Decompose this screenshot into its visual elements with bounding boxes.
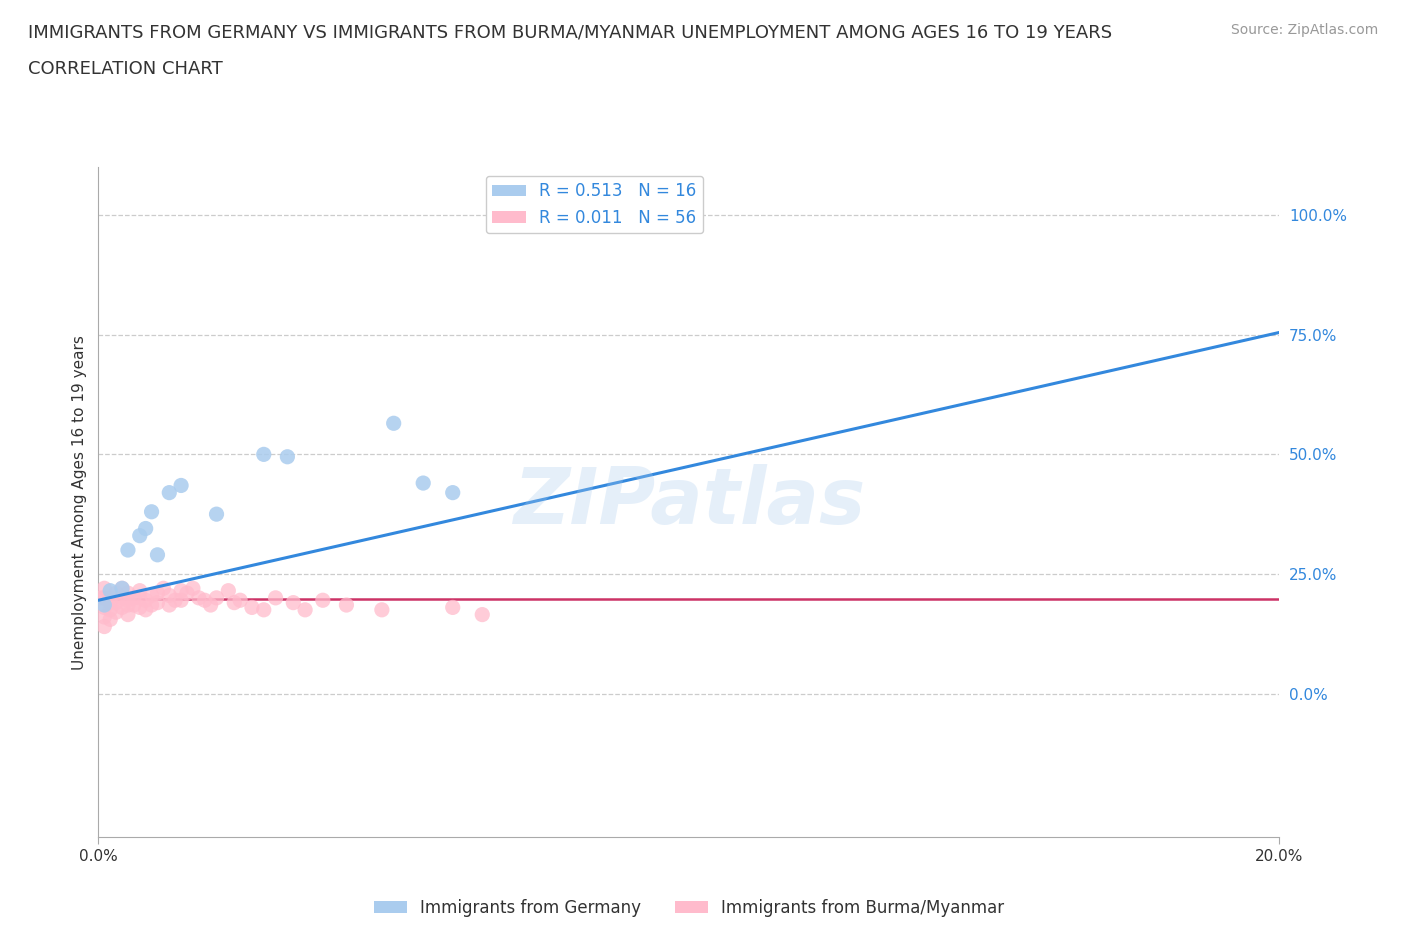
Point xyxy=(135,592,157,607)
Point xyxy=(240,600,263,615)
Point xyxy=(90,591,112,605)
Point xyxy=(157,588,180,603)
Point xyxy=(122,591,145,605)
Point xyxy=(157,598,180,613)
Point xyxy=(135,603,157,618)
Point xyxy=(276,449,298,464)
Point xyxy=(335,598,357,613)
Point xyxy=(170,583,193,598)
Point xyxy=(146,586,169,601)
Point xyxy=(98,603,121,618)
Point xyxy=(128,591,150,605)
Point xyxy=(146,548,169,563)
Text: Source: ZipAtlas.com: Source: ZipAtlas.com xyxy=(1230,23,1378,37)
Point xyxy=(471,607,494,622)
Point xyxy=(217,583,239,598)
Point xyxy=(187,591,209,605)
Point xyxy=(312,592,335,607)
Point xyxy=(117,592,139,607)
Point xyxy=(105,586,128,601)
Point xyxy=(93,581,115,596)
Point xyxy=(105,595,128,610)
Point xyxy=(152,581,174,596)
Text: ZIPatlas: ZIPatlas xyxy=(513,464,865,540)
Point xyxy=(176,586,198,601)
Point xyxy=(111,581,134,596)
Y-axis label: Unemployment Among Ages 16 to 19 years: Unemployment Among Ages 16 to 19 years xyxy=(72,335,87,670)
Point xyxy=(200,598,222,613)
Point xyxy=(165,592,187,607)
Point xyxy=(205,507,228,522)
Point xyxy=(98,583,121,598)
Point xyxy=(141,504,163,519)
Point xyxy=(253,603,276,618)
Point xyxy=(170,592,193,607)
Point xyxy=(283,595,305,610)
Point xyxy=(98,595,121,610)
Point xyxy=(98,612,121,627)
Point xyxy=(157,485,180,500)
Point xyxy=(170,478,193,493)
Point xyxy=(141,588,163,603)
Point xyxy=(205,591,228,605)
Point xyxy=(146,595,169,610)
Point xyxy=(117,598,139,613)
Point xyxy=(93,591,115,605)
Point xyxy=(93,609,115,624)
Point xyxy=(117,586,139,601)
Point xyxy=(224,595,246,610)
Point xyxy=(117,542,139,557)
Point xyxy=(128,583,150,598)
Point xyxy=(371,603,394,618)
Point xyxy=(135,521,157,536)
Point xyxy=(111,600,134,615)
Point xyxy=(128,528,150,543)
Point xyxy=(105,604,128,619)
Point xyxy=(441,600,464,615)
Point xyxy=(194,592,217,607)
Point xyxy=(441,485,464,500)
Point xyxy=(294,603,316,618)
Legend: Immigrants from Germany, Immigrants from Burma/Myanmar: Immigrants from Germany, Immigrants from… xyxy=(367,892,1011,923)
Point xyxy=(93,600,115,615)
Point xyxy=(117,607,139,622)
Point xyxy=(229,592,252,607)
Text: CORRELATION CHART: CORRELATION CHART xyxy=(28,60,224,78)
Point xyxy=(93,598,115,613)
Point xyxy=(141,598,163,613)
Text: IMMIGRANTS FROM GERMANY VS IMMIGRANTS FROM BURMA/MYANMAR UNEMPLOYMENT AMONG AGES: IMMIGRANTS FROM GERMANY VS IMMIGRANTS FR… xyxy=(28,23,1112,41)
Point xyxy=(98,591,121,605)
Point xyxy=(253,447,276,462)
Point xyxy=(128,600,150,615)
Point xyxy=(93,619,115,634)
Point xyxy=(412,475,434,490)
Point xyxy=(382,416,405,431)
Point xyxy=(264,591,287,605)
Point xyxy=(122,598,145,613)
Point xyxy=(111,581,134,596)
Point xyxy=(111,591,134,605)
Point xyxy=(181,581,204,596)
